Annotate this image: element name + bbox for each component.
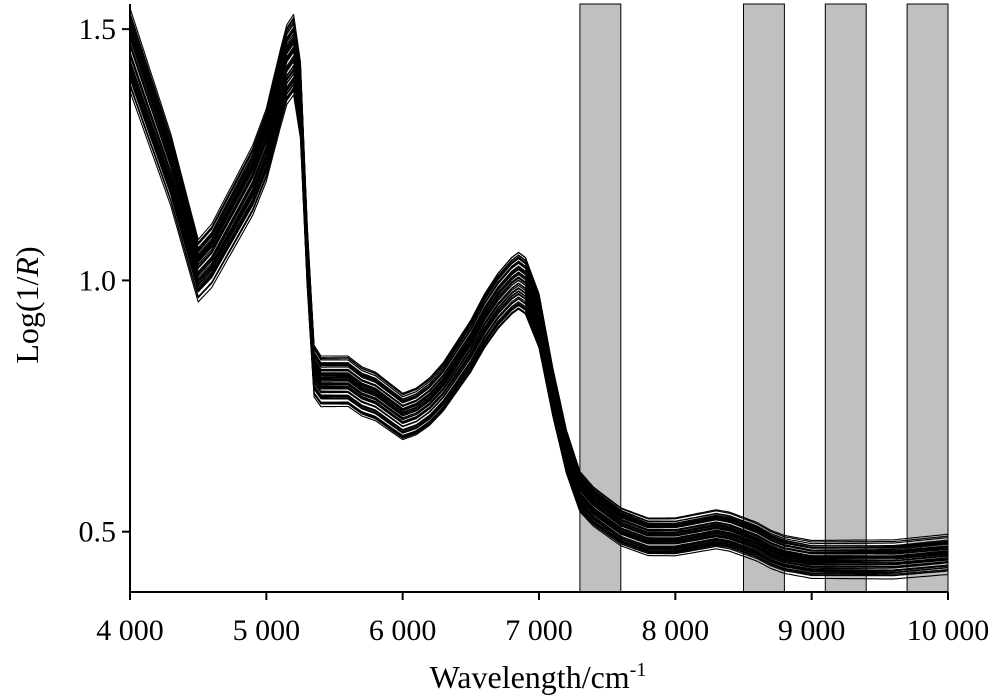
- y-ticks: 0.5 1.0 1.5: [79, 13, 130, 549]
- spectrum-line-37: [129, 45, 949, 559]
- spectrum-line-52: [129, 22, 949, 552]
- y-tick-label: 0.5: [79, 516, 117, 549]
- spectrum-line-48: [129, 28, 949, 554]
- y-tick-label: 1.5: [79, 13, 117, 46]
- x-tick-label: 10 000: [907, 614, 990, 647]
- y-axis-title: Log(1/R): [9, 246, 45, 363]
- shaded-band-4: [906, 3, 949, 593]
- x-tick-label: 5 000: [233, 614, 301, 647]
- spectra-lines: [129, 7, 949, 580]
- y-tick-label: 1.0: [79, 264, 117, 297]
- spectrum-line-15: [129, 75, 949, 570]
- x-tick-label: 4 000: [96, 614, 164, 647]
- shaded-bands: [579, 3, 949, 593]
- x-tick-label: 6 000: [369, 614, 437, 647]
- x-axis-title: Wavelength/cm-1: [430, 659, 647, 695]
- spectrum-line-41: [129, 37, 949, 558]
- x-tick-label: 8 000: [642, 614, 710, 647]
- spectrum-line-60: [129, 7, 949, 547]
- x-tick-label: 7 000: [505, 614, 573, 647]
- x-tick-label: 9 000: [778, 614, 846, 647]
- x-ticks: 4 000 5 000 6 000 7 000 8 000 9 000 10 000: [96, 592, 989, 647]
- shaded-band-3: [824, 3, 867, 593]
- shaded-band-2: [743, 3, 785, 593]
